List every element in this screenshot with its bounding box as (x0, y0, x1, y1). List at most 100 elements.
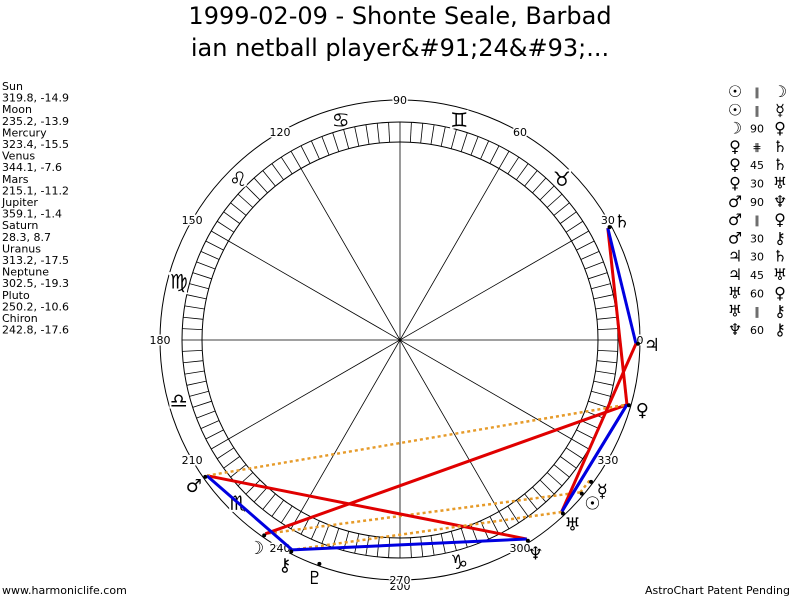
band-tick (290, 151, 302, 169)
band-tick (597, 349, 618, 352)
aspect-type: 30 (750, 178, 764, 191)
planet-point (317, 561, 322, 566)
band-tick (595, 305, 616, 310)
band-tick (253, 486, 268, 503)
zodiac-sign: ♑ (450, 550, 468, 574)
aspect-from: ♀ (729, 137, 741, 156)
aspect-type: 45 (750, 269, 764, 282)
planet-name: Saturn (2, 219, 38, 232)
band-tick (280, 156, 293, 175)
planet-coords: 215.1, -11.2 (2, 184, 69, 197)
band-tick (430, 124, 435, 145)
aspect-to: ♀ (774, 119, 786, 138)
band-tick (182, 349, 203, 352)
zodiac-sign: ♌ (229, 167, 247, 191)
aspect-line (560, 403, 629, 513)
band-tick (470, 136, 479, 156)
band-tick (192, 400, 212, 408)
band-tick (388, 537, 391, 558)
band-tick (262, 170, 276, 187)
planet-name: Sun (2, 80, 23, 93)
aspect-type: ⋕ (752, 141, 761, 154)
aspect-line (292, 537, 527, 552)
degree-label: 210 (182, 454, 203, 467)
planet-point (525, 538, 530, 543)
degree-label: 180 (150, 334, 171, 347)
aspect-from: ♀ (729, 174, 741, 193)
band-tick (253, 177, 268, 194)
separator: , (34, 300, 41, 313)
degree-label: 0 (637, 334, 644, 347)
aspect-from: ☽ (728, 119, 742, 138)
band-tick (597, 328, 618, 331)
latitude: -13.9 (41, 115, 69, 128)
band-tick (420, 536, 424, 557)
band-tick (524, 170, 538, 187)
band-tick (280, 505, 293, 524)
longitude: 28.3 (2, 231, 27, 244)
separator: , (34, 184, 41, 197)
band-tick (354, 533, 360, 554)
aspect-from: ♂ (728, 210, 742, 229)
band-tick (489, 145, 500, 164)
longitude: 344.1 (2, 161, 34, 174)
degree-label: 60 (513, 126, 527, 139)
band-tick (576, 429, 595, 440)
band-tick (460, 528, 468, 548)
band-tick (310, 520, 320, 540)
aspect-to: ♄ (773, 137, 787, 156)
longitude: 242.8 (2, 324, 34, 337)
band-tick (245, 185, 261, 201)
band-tick (354, 126, 360, 147)
planet-glyph: ♅ (564, 515, 580, 536)
planet-glyph: ☉ (584, 494, 600, 515)
planet-name: Neptune (2, 266, 49, 279)
planet-glyph: ♃ (644, 335, 660, 356)
planet-name: Uranus (2, 242, 41, 255)
band-tick (192, 272, 212, 280)
degree-label: 90 (393, 94, 407, 107)
planet-glyph: ♄ (614, 212, 630, 233)
aspect-from: ♅ (728, 302, 742, 321)
band-tick (184, 370, 205, 375)
aspect-to: ⚷ (774, 320, 786, 339)
band-tick (593, 294, 614, 300)
aspect-type: ∥ (754, 86, 760, 99)
aspect-from: ☉ (728, 82, 742, 101)
aspect-to: ♀ (774, 210, 786, 229)
band-tick (290, 511, 302, 529)
aspect-type: ∥ (754, 214, 760, 227)
planet-point (579, 491, 584, 496)
band-tick (524, 493, 538, 510)
band-tick (211, 230, 229, 242)
planet-glyph: ☿ (597, 481, 608, 502)
aspect-line (265, 491, 581, 536)
degree-label: 30 (601, 214, 615, 227)
latitude: -14.9 (41, 92, 69, 105)
aspect-type: 90 (750, 123, 764, 136)
planet-glyph: ♆ (527, 544, 543, 565)
band-tick (516, 499, 529, 517)
planet-coords: 344.1, -7.6 (2, 161, 62, 174)
planet-coords: 28.3, 8.7 (2, 231, 51, 244)
planet-name: Pluto (2, 289, 30, 302)
degree-label: 330 (597, 454, 618, 467)
aspect-from: ♃ (728, 247, 742, 266)
band-tick (200, 420, 220, 430)
band-tick (271, 499, 284, 517)
band-tick (580, 250, 600, 260)
aspect-line (205, 474, 294, 552)
planet-glyph: ☽ (248, 538, 264, 559)
planet-coords: 313.2, -17.5 (2, 254, 69, 267)
band-tick (310, 140, 320, 160)
band-tick (532, 486, 547, 503)
band-tick (189, 390, 209, 397)
separator: , (34, 254, 41, 267)
band-tick (300, 145, 311, 164)
band-tick (498, 151, 510, 169)
band-tick (565, 220, 584, 233)
band-tick (591, 390, 611, 397)
band-tick (596, 360, 617, 364)
aspect-line (206, 474, 528, 541)
aspect-from: ☉ (728, 100, 742, 119)
